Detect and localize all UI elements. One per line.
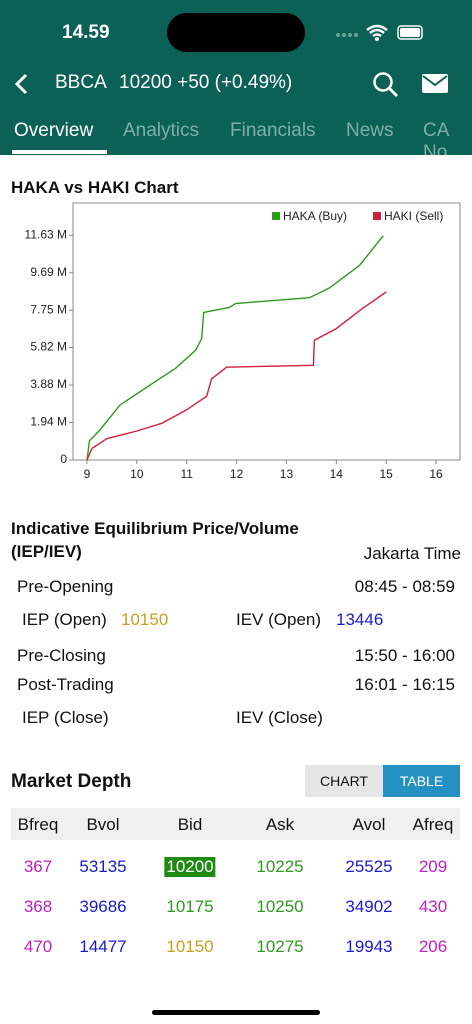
tab[interactable]: Analytics xyxy=(123,120,200,141)
y-tick-label: 3.88 M xyxy=(30,377,67,391)
session-time: 08:45 - 08:59 xyxy=(354,577,455,596)
x-tick-label: 9 xyxy=(84,467,91,481)
table-header-bg xyxy=(11,808,460,840)
symbol: BBCA xyxy=(55,72,107,93)
x-tick-label: 14 xyxy=(330,467,344,481)
session-time: 15:50 - 16:00 xyxy=(354,646,455,665)
y-tick-label: 0 xyxy=(60,452,67,466)
depth-cell: 368 xyxy=(23,897,53,916)
column-header: Ask xyxy=(265,815,295,834)
depth-cell: 10150 xyxy=(166,937,214,956)
y-tick-label: 9.69 M xyxy=(30,265,67,279)
notch xyxy=(167,13,305,52)
session-label: Pre-Closing xyxy=(17,646,106,665)
depth-cell: 10275 xyxy=(256,937,304,956)
column-header: Bvol xyxy=(86,815,120,834)
session-label: Pre-Opening xyxy=(17,577,114,596)
column-header: Bid xyxy=(177,815,203,834)
y-tick-label: 5.82 M xyxy=(30,340,67,354)
depth-cell: 34902 xyxy=(345,897,393,916)
depth-cell: 10250 xyxy=(256,897,304,916)
tab[interactable]: Financials xyxy=(230,120,316,141)
tab[interactable]: CA No xyxy=(423,120,449,155)
depth-cell: 430 xyxy=(418,897,448,916)
depth-cell: 209 xyxy=(418,857,448,876)
y-tick-label: 7.75 M xyxy=(30,302,67,316)
clock: 14.59 xyxy=(62,22,110,43)
tab-indicator xyxy=(12,150,107,154)
search-button[interactable] xyxy=(371,70,401,100)
home-indicator xyxy=(152,1010,320,1015)
session-label: Post-Trading xyxy=(17,675,114,694)
depth-cell: 10225 xyxy=(256,857,304,876)
x-tick-label: 13 xyxy=(280,467,294,481)
depth-cell: 25525 xyxy=(345,857,393,876)
x-tick-label: 12 xyxy=(230,467,244,481)
depth-cell: 10175 xyxy=(166,897,214,916)
legend-label: HAKA (Buy) xyxy=(283,209,347,223)
section-title: Market Depth xyxy=(11,771,132,792)
series-line xyxy=(86,235,384,461)
depth-cell: 470 xyxy=(23,937,53,956)
x-tick-label: 16 xyxy=(429,467,443,481)
back-button[interactable] xyxy=(12,72,32,96)
legend-swatch xyxy=(272,212,280,220)
x-tick-label: 10 xyxy=(130,467,144,481)
x-tick-label: 11 xyxy=(180,467,193,481)
status-icons xyxy=(336,24,423,41)
column-header: Bfreq xyxy=(17,815,59,834)
chart-button[interactable]: CHART xyxy=(305,765,383,797)
iev-label: IEV (Open) xyxy=(236,610,322,629)
depth-cell: 10200 xyxy=(164,857,216,877)
x-tick-label: 15 xyxy=(380,467,394,481)
iev-label: IEV (Close) xyxy=(236,708,323,727)
iep-label: IEP (Open) xyxy=(22,610,107,629)
tab[interactable]: News xyxy=(346,120,394,141)
depth-cell: 14477 xyxy=(79,937,127,956)
iep-label: IEP (Close) xyxy=(22,708,109,727)
quote: 10200 +50 (+0.49%) xyxy=(119,72,293,93)
legend-swatch xyxy=(373,212,381,220)
depth-cell: 53135 xyxy=(79,857,127,876)
column-header: Afreq xyxy=(412,815,454,834)
iev-value: 13446 xyxy=(336,610,384,629)
depth-cell: 206 xyxy=(418,937,448,956)
legend-label: HAKI (Sell) xyxy=(384,209,443,223)
y-tick-label: 11.63 M xyxy=(25,227,67,241)
column-header: Avol xyxy=(352,815,386,834)
series-line xyxy=(86,291,387,461)
plot-area xyxy=(72,202,461,461)
tab[interactable]: Overview xyxy=(14,120,94,141)
depth-cell: 19943 xyxy=(345,937,393,956)
session-time: 16:01 - 16:15 xyxy=(354,675,455,694)
timezone: Jakarta Time xyxy=(363,544,461,563)
depth-cell: 367 xyxy=(23,857,53,876)
iep-value: 10150 xyxy=(121,610,169,629)
iep-title: Indicative Equilibrium Price/Volume (IEP… xyxy=(11,519,299,561)
y-tick-label: 1.94 M xyxy=(30,415,67,429)
mail-button[interactable] xyxy=(421,73,449,95)
app-header: 14.59 BBCA 10200 +50 (+0.49%) Overview A… xyxy=(0,0,472,155)
chart-title: HAKA vs HAKI Chart xyxy=(11,178,179,197)
depth-cell: 39686 xyxy=(79,897,127,916)
table-button[interactable]: TABLE xyxy=(383,765,460,797)
bottom-fade xyxy=(0,985,472,1024)
chart: 0 1.94 M 3.88 M 5.82 M 7.75 M 9.69 M 11.63 M 9 1… xyxy=(25,202,461,481)
